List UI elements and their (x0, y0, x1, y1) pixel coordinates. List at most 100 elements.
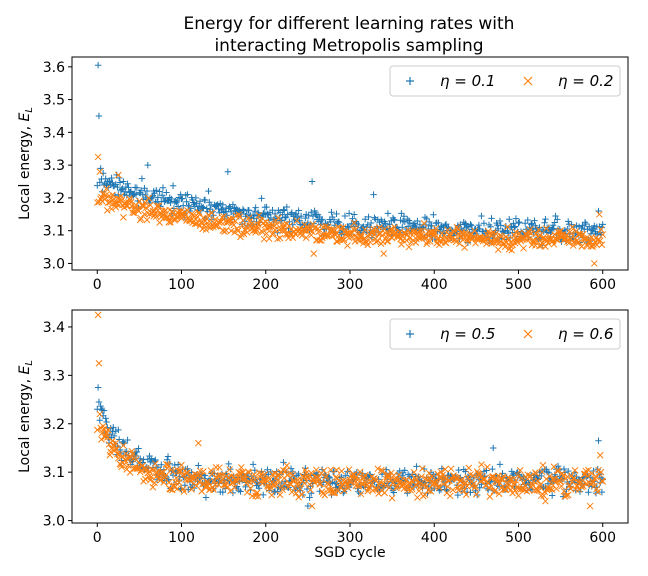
x-marker (590, 260, 598, 267)
x-marker (323, 480, 331, 487)
x-marker (164, 461, 172, 469)
plus-marker (121, 440, 128, 447)
legend-box (389, 65, 621, 97)
x-marker (149, 483, 157, 491)
x-marker (542, 225, 550, 232)
x-marker (499, 473, 507, 480)
x-marker (117, 192, 125, 200)
x-marker (120, 442, 127, 449)
x-marker (369, 487, 377, 494)
plus-marker (124, 436, 131, 444)
x-marker (563, 492, 570, 499)
x-marker (275, 471, 283, 479)
plus-marker (224, 168, 232, 175)
x-marker (239, 217, 247, 224)
x-marker (538, 468, 546, 476)
x-marker (178, 461, 185, 469)
plus-marker (371, 214, 378, 221)
x-marker (267, 483, 275, 491)
x-marker (345, 466, 353, 473)
x-marker (520, 244, 527, 252)
plus-marker (590, 467, 597, 475)
x-marker (514, 472, 521, 479)
x-marker (377, 466, 385, 474)
plus-marker (414, 217, 421, 225)
plus-marker (201, 196, 209, 204)
plus-marker (269, 206, 276, 214)
x-marker (320, 230, 328, 238)
x-marker (96, 410, 104, 418)
x-marker (360, 474, 368, 481)
plus-marker (229, 489, 237, 497)
x-marker (496, 479, 504, 487)
chart-title-line2: interacting Metropolis sampling (214, 36, 483, 56)
plus-marker (167, 199, 174, 207)
legend-marker-plus (406, 77, 414, 85)
plus-marker (284, 211, 291, 218)
plus-marker (281, 207, 288, 214)
plus-marker (554, 216, 561, 223)
x-marker (273, 481, 281, 488)
x-marker (146, 201, 154, 209)
x-marker (453, 475, 461, 483)
x-marker (94, 311, 102, 319)
x-marker (319, 223, 327, 231)
x-marker (550, 240, 558, 248)
plus-marker (396, 467, 403, 475)
y-tick-label: 3.2 (43, 417, 65, 433)
plus-marker (137, 187, 145, 194)
x-marker (515, 492, 522, 499)
x-marker (504, 223, 511, 231)
legend-label-2: η = 0.6 (558, 325, 613, 343)
x-marker (307, 486, 314, 494)
plus-marker (144, 161, 152, 169)
x-marker (285, 222, 293, 230)
plus-marker (109, 179, 116, 187)
plus-marker (213, 202, 221, 209)
x-marker (195, 478, 203, 486)
plus-marker (253, 218, 260, 226)
plus-marker (95, 112, 103, 120)
x-marker (352, 226, 360, 233)
x-marker (106, 198, 114, 206)
x-marker (112, 439, 120, 447)
plus-marker (288, 209, 296, 216)
x-marker (512, 477, 520, 484)
x-marker (408, 485, 416, 493)
x-marker (571, 466, 579, 474)
plus-marker (182, 191, 189, 199)
plus-marker (168, 195, 175, 203)
x-marker (505, 235, 512, 242)
x-marker (245, 469, 253, 476)
plus-marker (476, 484, 483, 491)
x-marker (542, 243, 549, 251)
x-marker (211, 216, 219, 223)
x-marker (403, 237, 410, 244)
plus-marker (511, 224, 518, 231)
x-marker (314, 474, 322, 482)
x-marker (94, 153, 102, 161)
x-tick-label: 0 (93, 530, 102, 546)
plus-marker (382, 220, 389, 227)
x-marker (231, 229, 238, 236)
plus-marker (496, 461, 504, 468)
plus-marker (108, 174, 115, 182)
x-marker (537, 481, 544, 488)
x-marker (188, 486, 195, 493)
x-tick-label: 200 (252, 277, 279, 293)
plus-marker (163, 456, 171, 463)
x-marker (324, 223, 332, 231)
x-marker (452, 238, 460, 246)
x-marker (536, 482, 543, 490)
x-marker (356, 468, 364, 476)
x-tick-label: 100 (168, 530, 195, 546)
plus-marker (542, 215, 549, 223)
plus-marker (512, 215, 520, 222)
plus-marker (135, 445, 142, 452)
plus-marker (510, 470, 517, 478)
plus-marker (94, 182, 101, 189)
x-marker (266, 223, 274, 231)
plus-marker (330, 216, 338, 223)
plus-marker (511, 223, 519, 230)
x-marker (184, 469, 191, 477)
